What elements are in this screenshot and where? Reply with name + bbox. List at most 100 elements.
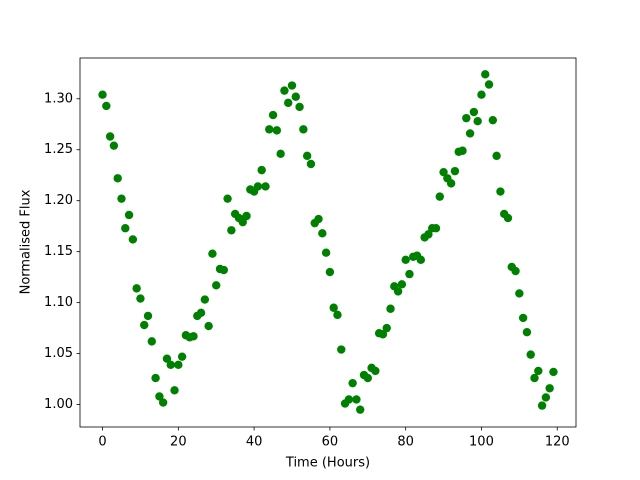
data-point <box>329 303 338 312</box>
data-point <box>484 80 494 89</box>
data-point <box>337 345 346 354</box>
data-point <box>287 81 297 90</box>
data-point <box>416 255 426 265</box>
data-point <box>299 125 308 134</box>
data-point <box>492 151 501 161</box>
data-point <box>348 378 357 388</box>
data-point <box>272 126 282 135</box>
x-tick-label: 20 <box>170 435 187 450</box>
data-point <box>356 405 365 414</box>
y-tick-label: 1.10 <box>44 295 73 310</box>
data-point <box>223 194 232 203</box>
y-tick-label: 1.15 <box>44 244 73 259</box>
data-point <box>155 392 164 401</box>
data-point <box>284 98 293 108</box>
data-point <box>276 149 285 159</box>
data-point <box>158 398 168 407</box>
data-point <box>174 360 183 370</box>
data-point <box>132 284 141 293</box>
data-point <box>401 255 410 265</box>
data-point <box>382 323 391 333</box>
data-point <box>136 294 145 303</box>
data-point <box>481 70 490 79</box>
data-point <box>363 373 372 383</box>
x-tick-label: 120 <box>545 435 570 450</box>
data-point <box>105 132 115 141</box>
data-point <box>465 129 475 138</box>
data-point <box>469 107 479 117</box>
data-point <box>318 229 327 238</box>
data-point <box>121 224 130 233</box>
data-point <box>238 217 247 227</box>
data-point <box>511 266 520 276</box>
data-point <box>435 192 444 201</box>
data-point <box>477 90 486 99</box>
y-tick-label: 1.25 <box>44 142 73 157</box>
data-point <box>98 90 107 99</box>
data-point <box>257 165 266 175</box>
y-tick-label: 1.00 <box>44 397 73 412</box>
data-point <box>488 115 498 125</box>
data-point <box>291 92 300 101</box>
data-point <box>242 211 251 221</box>
data-point <box>128 235 138 244</box>
data-point <box>393 287 403 296</box>
data-point <box>541 393 551 402</box>
data-point <box>208 249 217 258</box>
data-point <box>200 295 210 304</box>
data-point <box>534 366 543 376</box>
data-point <box>378 330 388 339</box>
data-point <box>446 179 456 188</box>
data-point <box>147 337 157 346</box>
data-point <box>117 194 126 203</box>
data-point <box>431 224 441 233</box>
data-point <box>227 226 236 235</box>
data-point <box>333 310 342 320</box>
data-point <box>386 304 395 313</box>
plot-frame <box>79 57 577 428</box>
data-point <box>549 367 558 377</box>
data-point <box>268 110 278 120</box>
x-axis-label: Time (Hours) <box>285 456 370 471</box>
data-point <box>166 360 175 370</box>
data-point <box>439 167 448 177</box>
data-point <box>458 146 467 155</box>
y-axis-label: Normalised Flux <box>19 189 34 294</box>
data-point <box>515 289 524 298</box>
data-point <box>170 386 179 395</box>
data-point <box>302 151 312 161</box>
data-point <box>352 395 361 404</box>
x-tick-label: 0 <box>98 435 106 450</box>
data-point <box>503 213 513 223</box>
data-point <box>344 395 354 404</box>
data-point <box>196 308 206 318</box>
data-point <box>530 373 539 383</box>
data-point <box>405 269 414 279</box>
x-tick-label: 40 <box>246 435 263 450</box>
data-point <box>295 102 304 112</box>
data-point <box>306 159 316 169</box>
data-point <box>424 230 433 239</box>
data-point <box>124 210 134 220</box>
data-point <box>371 366 380 376</box>
data-point <box>473 116 482 126</box>
x-tick-label: 60 <box>322 435 339 450</box>
data-point <box>397 280 407 289</box>
x-tick-label: 100 <box>469 435 494 450</box>
y-tick-label: 1.20 <box>44 193 73 208</box>
x-tick-label: 80 <box>397 435 414 450</box>
data-point <box>314 214 323 224</box>
data-point <box>545 384 554 393</box>
data-point <box>102 101 111 111</box>
data-point <box>280 86 289 95</box>
data-point <box>177 352 187 361</box>
data-point <box>450 166 460 176</box>
data-point <box>462 113 471 123</box>
data-point <box>253 182 263 191</box>
data-point <box>261 182 270 191</box>
data-point <box>204 321 213 331</box>
data-point <box>518 313 528 323</box>
data-point <box>151 373 160 383</box>
data-point <box>321 248 331 257</box>
